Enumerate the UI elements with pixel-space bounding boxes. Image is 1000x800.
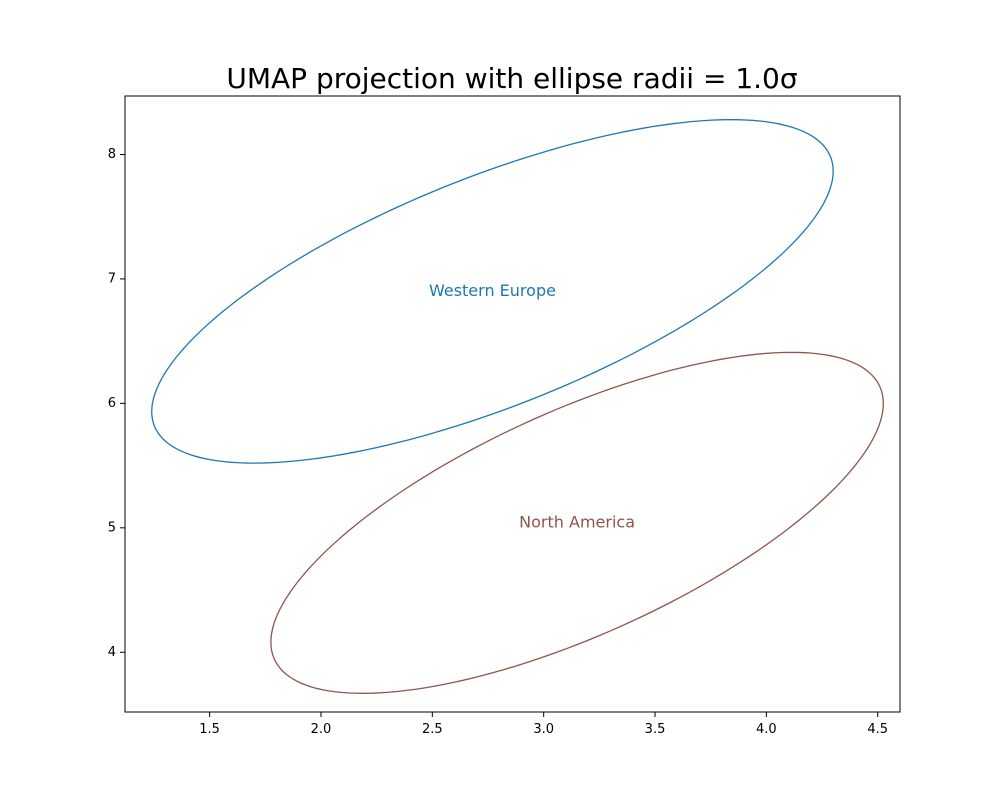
x-tick-label: 4.5 xyxy=(867,722,888,737)
ellipse-western-europe xyxy=(151,118,834,464)
x-tick-label: 2.0 xyxy=(311,722,332,737)
x-tick-label: 3.5 xyxy=(645,722,666,737)
ellipse-north-america xyxy=(270,351,884,694)
plot-frame xyxy=(124,95,901,713)
x-tick-label: 4.0 xyxy=(756,722,777,737)
y-tick-label: 4 xyxy=(108,645,116,660)
x-tick-label: 3.0 xyxy=(533,722,554,737)
plot-area: Western Europe North America xyxy=(151,118,884,694)
y-tick-label: 5 xyxy=(108,520,116,535)
cluster-label: North America xyxy=(519,512,635,531)
x-tick-label: 1.5 xyxy=(199,722,220,737)
y-tick-label: 7 xyxy=(108,271,116,286)
axes: 1.5 2.0 2.5 3.0 3.5 4.0 4.5 4 5 6 7 8 xyxy=(108,95,901,737)
cluster-label: Western Europe xyxy=(429,281,556,300)
y-tick-label: 8 xyxy=(108,147,116,162)
y-tick-label: 6 xyxy=(108,396,116,411)
x-tick-label: 2.5 xyxy=(422,722,443,737)
chart-title: UMAP projection with ellipse radii = 1.0… xyxy=(226,62,797,95)
